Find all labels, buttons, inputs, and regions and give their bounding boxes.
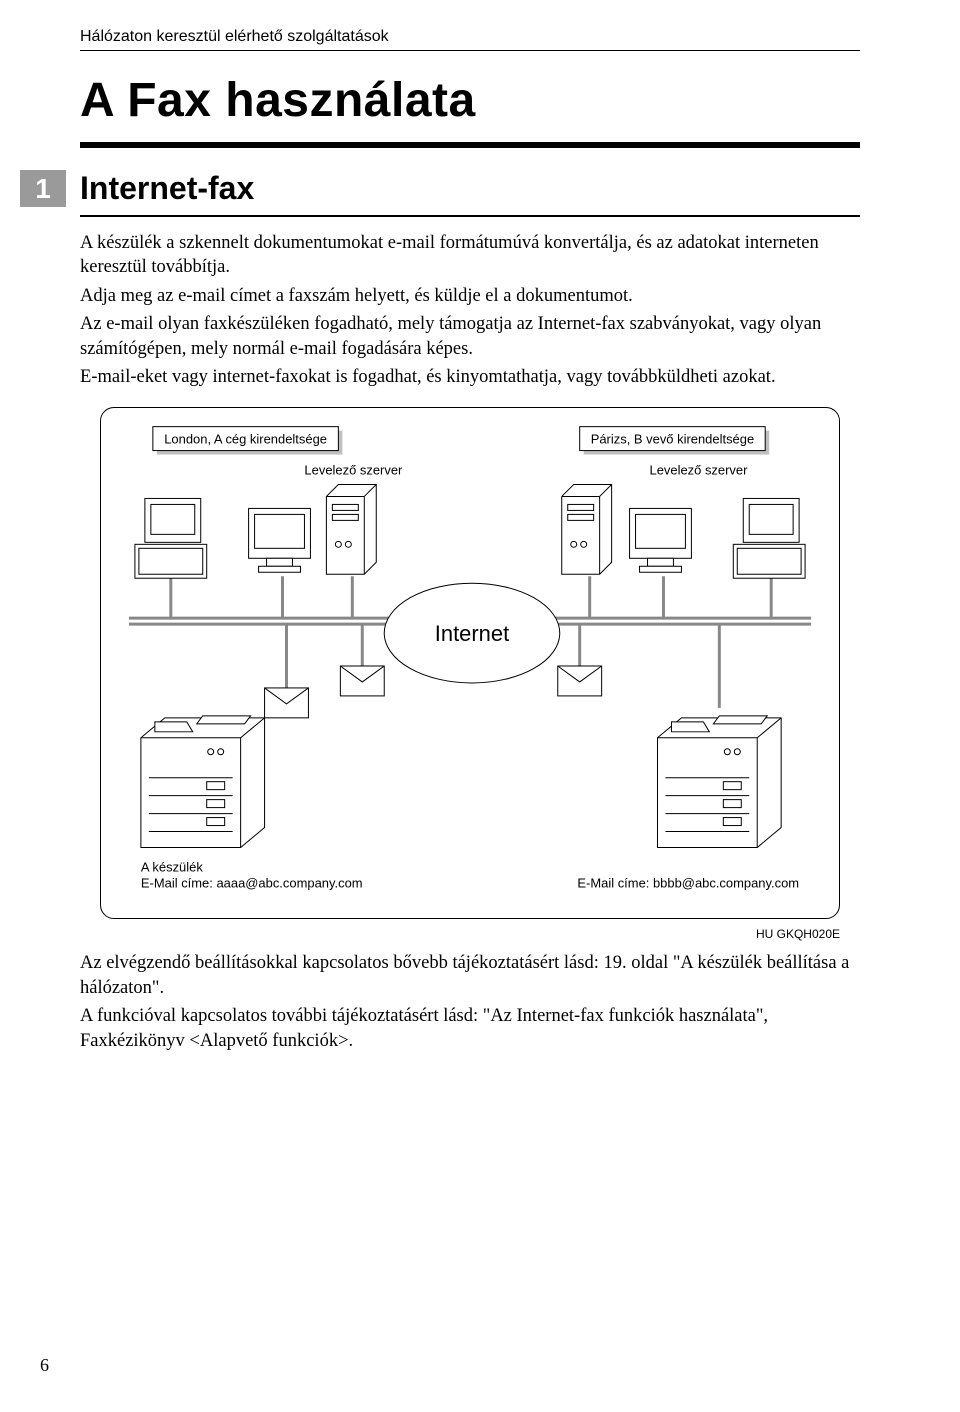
envelope-icon <box>265 688 309 718</box>
desktop-pc-icon <box>135 499 207 579</box>
paragraph: Az elvégzendő beállításokkal kapcsolatos… <box>80 951 860 1000</box>
internet-cloud-label: Internet <box>435 621 509 646</box>
mail-server-label-right: Levelező szerver <box>650 463 749 478</box>
left-office-label-text: London, A cég kirendeltsége <box>164 432 327 447</box>
device-label: A készülék <box>141 860 203 875</box>
email-left-label: E-Mail címe: aaaa@abc.company.com <box>141 876 363 891</box>
section-heading-row: 1 Internet-fax <box>80 170 860 207</box>
envelope-icon <box>340 666 384 696</box>
server-icon <box>326 485 376 575</box>
server-icon <box>562 485 612 575</box>
paragraph: A készülék a szkennelt dokumentumokat e-… <box>80 231 860 280</box>
running-head: Hálózaton keresztül elérhető szolgáltatá… <box>80 28 860 46</box>
page-title: A Fax használata <box>80 73 860 128</box>
chapter-tab: 1 <box>20 170 66 207</box>
title-rule <box>80 142 860 148</box>
internet-cloud-icon: Internet <box>384 584 560 684</box>
right-office-label: Párizs, B vevő kirendeltsége <box>580 427 769 455</box>
mail-server-label-left: Levelező szerver <box>304 463 403 478</box>
paragraph: Adja meg az e-mail címet a faxszám helye… <box>80 284 860 308</box>
right-office-label-text: Párizs, B vevő kirendeltsége <box>591 432 754 447</box>
left-office-label: London, A cég kirendeltsége <box>153 427 342 455</box>
network-diagram: London, A cég kirendeltsége Párizs, B ve… <box>100 407 840 919</box>
paragraph: Az e-mail olyan faxkészüléken fogadható,… <box>80 312 860 361</box>
section-heading: Internet-fax <box>80 170 254 207</box>
paragraph: A funkcióval kapcsolatos további tájékoz… <box>80 1004 860 1053</box>
monitor-icon <box>249 509 311 573</box>
diagram-code: HU GKQH020E <box>80 927 840 941</box>
desktop-pc-icon <box>733 499 805 579</box>
page-number: 6 <box>40 1355 49 1376</box>
section-rule <box>80 215 860 217</box>
paragraph: E-mail-eket vagy internet-faxokat is fog… <box>80 365 860 389</box>
running-head-rule <box>80 50 860 51</box>
monitor-icon <box>630 509 692 573</box>
fax-machine-icon <box>141 716 265 848</box>
envelope-icon <box>558 666 602 696</box>
email-right-label: E-Mail címe: bbbb@abc.company.com <box>577 876 799 891</box>
page: Hálózaton keresztül elérhető szolgáltatá… <box>0 0 960 1412</box>
fax-machine-icon <box>657 716 781 848</box>
